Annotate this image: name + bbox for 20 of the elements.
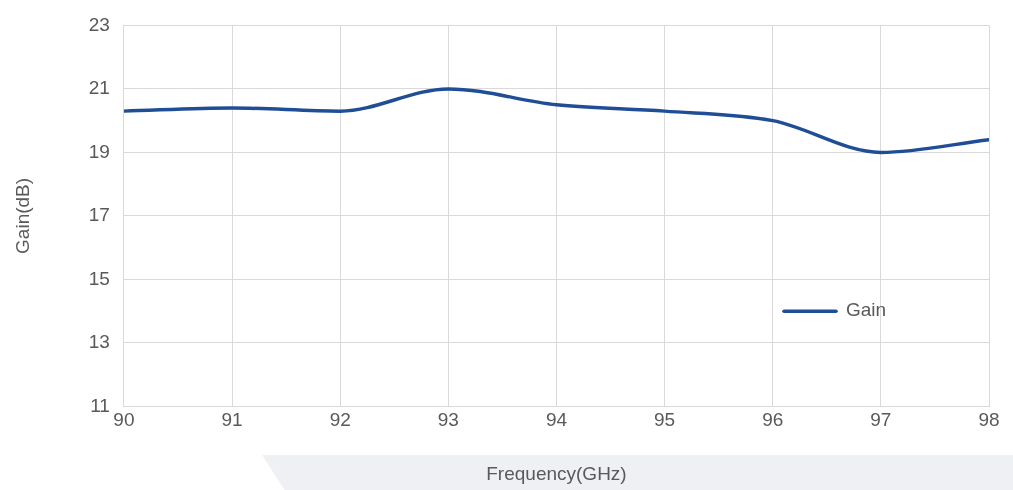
y-tick-label: 15	[88, 267, 110, 289]
y-tick-label: 21	[88, 77, 110, 99]
x-tick-label: 98	[978, 409, 1000, 431]
x-tick-label: 92	[329, 409, 351, 431]
x-tick-label: 90	[113, 409, 135, 431]
y-axis-title: Gain(dB)	[11, 177, 33, 254]
y-tick-label: 23	[88, 13, 110, 35]
y-tick-label: 19	[88, 140, 110, 162]
x-tick-label: 93	[437, 409, 459, 431]
x-tick-label: 96	[762, 409, 784, 431]
x-axis-title: Frequency(GHz)	[486, 462, 627, 484]
x-tick-label: 97	[870, 409, 892, 431]
y-tick-label: 11	[90, 394, 110, 416]
x-tick-label: 94	[545, 409, 568, 431]
y-tick-label: 17	[88, 204, 110, 226]
line-series	[123, 87, 989, 155]
y-tick-label: 13	[88, 331, 110, 353]
x-tick-label: 91	[221, 409, 243, 431]
legend-label: Gain	[846, 299, 887, 321]
x-tick-label: 95	[654, 409, 676, 431]
